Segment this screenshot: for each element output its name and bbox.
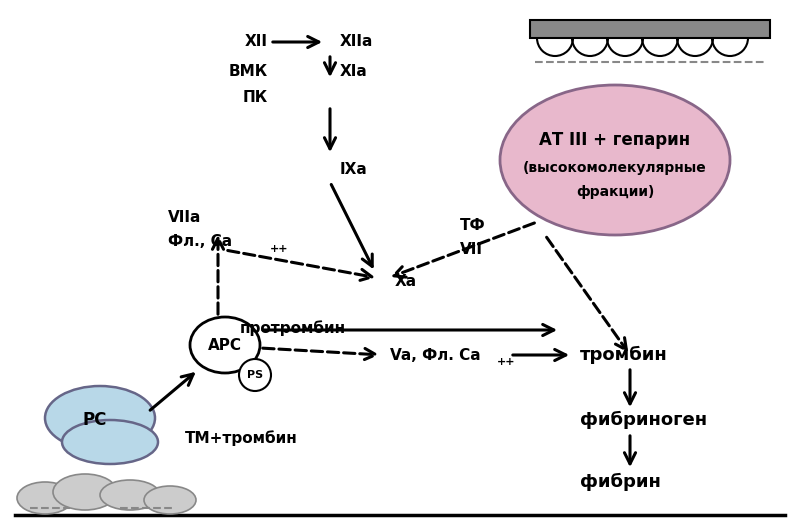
Text: фибрин: фибрин bbox=[580, 473, 661, 491]
Ellipse shape bbox=[17, 482, 73, 514]
Text: (высокомолекулярные: (высокомолекулярные bbox=[523, 161, 707, 175]
Ellipse shape bbox=[190, 317, 260, 373]
Text: тромбин: тромбин bbox=[580, 346, 668, 364]
Text: РС: РС bbox=[83, 411, 107, 429]
Ellipse shape bbox=[53, 474, 117, 510]
Text: ++: ++ bbox=[497, 357, 515, 367]
Text: ТФ: ТФ bbox=[460, 217, 486, 233]
Text: IXa: IXa bbox=[340, 163, 368, 178]
Text: АТ III + гепарин: АТ III + гепарин bbox=[539, 131, 690, 149]
Ellipse shape bbox=[62, 420, 158, 464]
Text: XIIa: XIIa bbox=[340, 34, 374, 49]
Ellipse shape bbox=[100, 480, 160, 510]
FancyBboxPatch shape bbox=[530, 20, 770, 38]
Text: Xa: Xa bbox=[395, 275, 417, 289]
Text: фибриноген: фибриноген bbox=[580, 411, 707, 429]
Text: ПК: ПК bbox=[242, 90, 268, 104]
Text: ++: ++ bbox=[270, 244, 289, 254]
Text: АРС: АРС bbox=[208, 338, 242, 352]
Text: XIa: XIa bbox=[340, 64, 368, 78]
Text: фракции): фракции) bbox=[576, 185, 654, 199]
Text: ТМ+тромбин: ТМ+тромбин bbox=[185, 430, 298, 446]
Circle shape bbox=[239, 359, 271, 391]
Text: VII: VII bbox=[460, 243, 483, 258]
Ellipse shape bbox=[45, 386, 155, 450]
Text: PS: PS bbox=[247, 370, 263, 380]
Ellipse shape bbox=[144, 486, 196, 514]
Text: протромбин: протромбин bbox=[240, 320, 346, 336]
Text: Va, Фл. Са: Va, Фл. Са bbox=[390, 348, 481, 363]
Text: Фл., Са: Фл., Са bbox=[168, 234, 232, 250]
Ellipse shape bbox=[500, 85, 730, 235]
Text: VIIa: VIIa bbox=[168, 210, 202, 225]
Text: XII: XII bbox=[245, 34, 268, 49]
Text: ВМК: ВМК bbox=[229, 64, 268, 78]
